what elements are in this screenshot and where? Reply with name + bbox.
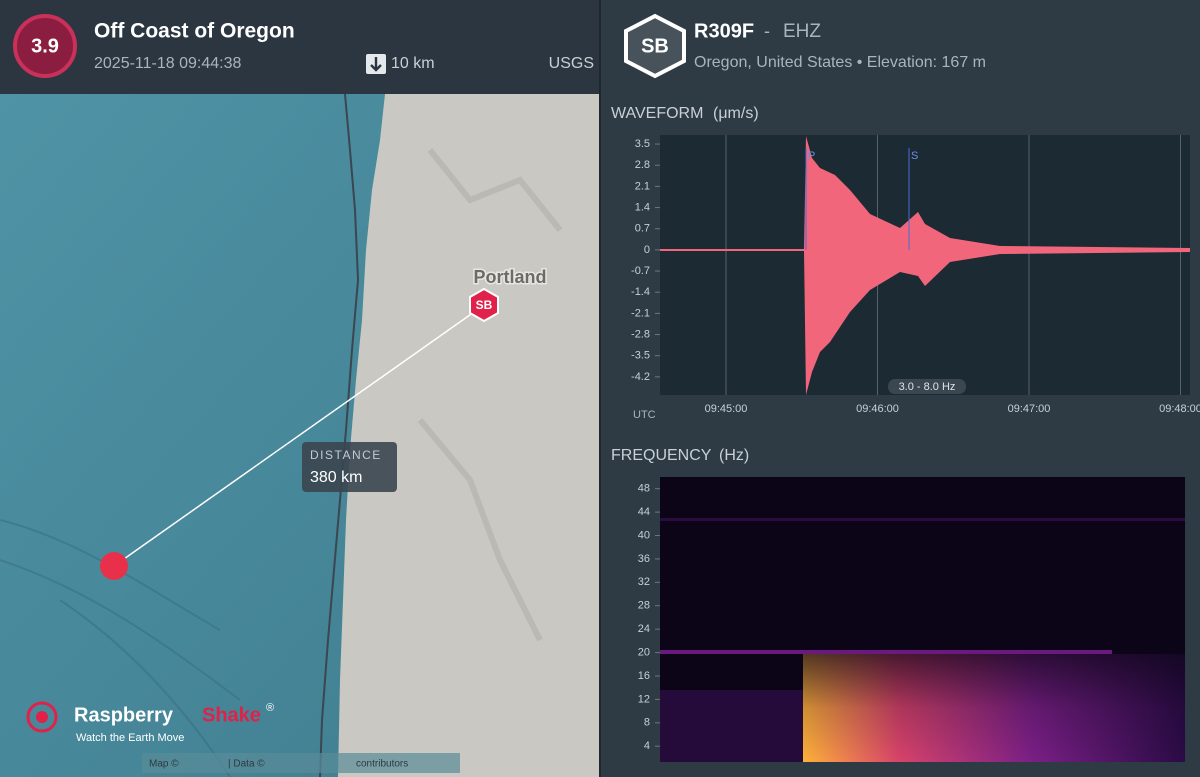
station-code: R309F xyxy=(694,20,754,42)
attribution: contributors xyxy=(356,759,408,770)
event-header xyxy=(0,0,600,94)
attribution: Map © xyxy=(149,759,179,770)
distance-label: DISTANCE xyxy=(310,448,382,462)
logo-icon xyxy=(26,701,58,733)
y-tick-label: 32 xyxy=(638,576,650,588)
filter-label: 3.0 - 8.0 Hz xyxy=(899,381,956,393)
y-tick-label: 16 xyxy=(638,670,650,682)
waveform-title: WAVEFORM xyxy=(611,105,703,122)
y-tick-label: -4.2 xyxy=(631,371,650,383)
y-tick-label: 40 xyxy=(638,529,650,541)
logo-tagline: Watch the Earth Move xyxy=(76,732,184,744)
station-separator: - xyxy=(764,21,770,41)
frequency-title: FREQUENCY xyxy=(611,447,712,464)
y-tick-label: 48 xyxy=(638,483,650,495)
spectrogram-band xyxy=(660,650,1112,654)
y-tick-label: 3.5 xyxy=(635,138,650,150)
waveform-trace xyxy=(660,136,1190,395)
event-depth: 10 km xyxy=(391,55,435,72)
p-phase-label: P xyxy=(808,150,815,162)
station-channel: EHZ xyxy=(783,21,821,42)
station-location: Oregon, United States • Elevation: 167 m xyxy=(694,54,986,71)
attribution-box xyxy=(142,753,460,773)
y-tick-label: -1.4 xyxy=(631,286,650,298)
depth-arrow xyxy=(370,57,382,72)
y-tick-label: 28 xyxy=(638,600,650,612)
frequency-unit: (Hz) xyxy=(719,447,749,464)
plate-boundary xyxy=(319,94,360,777)
event-source: USGS xyxy=(549,55,594,72)
y-tick-label: -0.7 xyxy=(631,265,650,277)
y-tick-label: -2.8 xyxy=(631,328,650,340)
logo-accent: Shake xyxy=(202,704,261,726)
spectrogram-noise xyxy=(660,690,803,762)
y-tick-label: 8 xyxy=(644,717,650,729)
land xyxy=(338,94,600,777)
x-tick-label: 09:45:00 xyxy=(705,403,748,415)
station-badge-label: SB xyxy=(641,35,669,57)
y-tick-label: 0.7 xyxy=(635,223,650,235)
station-badge xyxy=(624,13,686,79)
distance-line xyxy=(113,304,485,567)
map: Portland SB DISTANCE 380 km Raspberry Sh… xyxy=(0,94,600,777)
y-tick-label: 44 xyxy=(638,506,650,518)
city-label: Portland xyxy=(473,267,546,287)
station-marker-label: SB xyxy=(476,298,493,312)
y-tick-label: 2.8 xyxy=(635,159,650,171)
spectrogram-band xyxy=(660,518,1185,521)
frequency-axis: 48 44 40 36 32 28 24 20 16 12 8 4 xyxy=(638,483,660,752)
waveform-grid: 09:45:00 09:46:00 09:47:00 09:48:00 3.5 2.8 2.… xyxy=(631,135,1200,415)
logo-icon-core xyxy=(36,711,48,723)
y-tick-label: -2.1 xyxy=(631,307,650,319)
filter-pill xyxy=(888,379,966,394)
distance-value: 380 km xyxy=(310,469,362,486)
y-tick-label: 1.4 xyxy=(635,201,650,213)
logo-mark: ® xyxy=(266,702,274,714)
x-tick-label: 09:48:00 xyxy=(1159,403,1200,415)
y-tick-label: 36 xyxy=(638,553,650,565)
y-tick-label: -3.5 xyxy=(631,350,650,362)
distance-box xyxy=(302,442,397,492)
timezone-label: UTC xyxy=(633,409,656,421)
event-title: Off Coast of Oregon xyxy=(94,20,295,43)
station-marker[interactable] xyxy=(469,287,499,323)
x-tick-label: 09:47:00 xyxy=(1008,403,1051,415)
attribution: | Data © xyxy=(228,759,265,770)
s-phase-label: S xyxy=(911,150,918,162)
magnitude-badge xyxy=(13,14,77,78)
logo-name: Raspberry xyxy=(74,704,174,726)
magnitude: 3.9 xyxy=(31,35,59,57)
y-tick-label: 0 xyxy=(644,244,650,256)
epicenter[interactable] xyxy=(100,552,128,580)
x-tick-label: 09:46:00 xyxy=(856,403,899,415)
terrain xyxy=(417,148,563,642)
y-tick-label: 4 xyxy=(644,740,650,752)
y-tick-label: 12 xyxy=(638,693,650,705)
waveform-unit: (μm/s) xyxy=(713,105,759,122)
y-tick-label: 20 xyxy=(638,646,650,658)
y-tick-label: 2.1 xyxy=(635,180,650,192)
y-tick-label: 24 xyxy=(638,623,650,635)
spectrogram-shade xyxy=(803,654,1185,762)
event-time: 2025-11-18 09:44:38 xyxy=(94,55,241,72)
